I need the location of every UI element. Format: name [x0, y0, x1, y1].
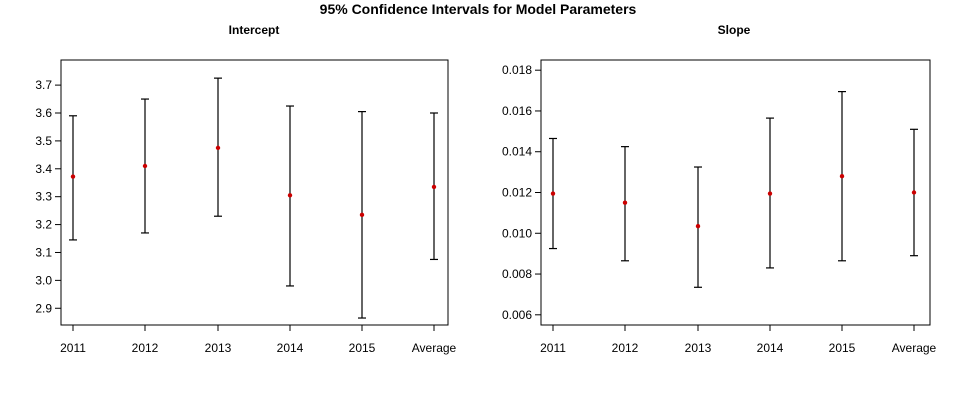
- slope-panel-title: Slope: [718, 23, 751, 37]
- intercept-y-tick-label: 3.4: [35, 162, 52, 176]
- slope-point-estimate: [911, 190, 917, 195]
- intercept-panel: Intercept 2.9 3.0 3.1 3.2 3.3 3.4 3.5 3.6 3.7 2011…: [35, 23, 456, 355]
- slope-point-estimate: [695, 223, 701, 229]
- slope-plot-frame: [540, 59, 931, 326]
- slope-point-estimate: [622, 200, 628, 205]
- slope-point-estimate: [839, 173, 845, 179]
- intercept-plot-frame: [60, 59, 449, 326]
- slope-x-tick-label: 2011: [540, 341, 566, 355]
- intercept-point-estimate: [359, 212, 365, 218]
- slope-y-tick-label: 0.008: [502, 267, 532, 281]
- main-title: 95% Confidence Intervals for Model Param…: [320, 1, 637, 17]
- slope-y-tick-label: 0.010: [502, 226, 532, 240]
- intercept-y-tick-label: 2.9: [35, 301, 52, 315]
- slope-panel: Slope 0.006 0.008 0.010 0.012 0.014 0.016 0.018…: [502, 23, 937, 355]
- slope-point-estimate: [550, 191, 556, 196]
- intercept-point-estimate: [215, 145, 221, 151]
- slope-y-tick-label: 0.006: [502, 308, 532, 322]
- intercept-x-tick-label: 2011: [60, 341, 86, 355]
- slope-y-tick-label: 0.014: [502, 145, 532, 159]
- intercept-x-tick-label: Average: [412, 341, 457, 355]
- intercept-point-estimate: [142, 163, 148, 169]
- intercept-y-tick-label: 3.5: [35, 134, 52, 148]
- slope-y-tick-label: 0.016: [502, 104, 532, 118]
- slope-x-tick-label: 2015: [829, 341, 856, 355]
- slope-x-tick-label: 2013: [685, 341, 712, 355]
- intercept-y-tick-label: 3.7: [35, 78, 52, 92]
- intercept-x-tick-label: 2013: [205, 341, 232, 355]
- intercept-point-estimate: [287, 193, 293, 198]
- intercept-panel-title: Intercept: [229, 23, 280, 37]
- intercept-point-estimate: [70, 174, 76, 179]
- intercept-y-tick-label: 3.1: [35, 245, 52, 259]
- intercept-x-tick-label: 2014: [277, 341, 304, 355]
- slope-x-tick-label: 2014: [757, 341, 784, 355]
- slope-x-tick-label: Average: [892, 341, 937, 355]
- slope-y-tick-label: 0.018: [502, 63, 532, 77]
- intercept-x-tick-label: 2015: [349, 341, 376, 355]
- slope-point-estimate: [767, 191, 773, 196]
- intercept-y-tick-label: 3.6: [35, 106, 52, 120]
- slope-y-tick-label: 0.012: [502, 186, 532, 200]
- intercept-x-tick-label: 2012: [132, 341, 159, 355]
- slope-x-tick-label: 2012: [612, 341, 639, 355]
- intercept-point-estimate: [431, 184, 437, 190]
- intercept-y-tick-label: 3.3: [35, 190, 52, 204]
- intercept-y-tick-label: 3.0: [35, 273, 52, 287]
- intercept-y-tick-label: 3.2: [35, 218, 52, 232]
